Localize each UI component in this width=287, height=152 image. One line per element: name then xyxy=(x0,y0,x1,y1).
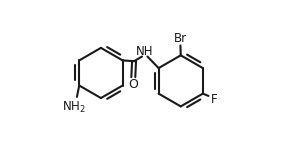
Text: O: O xyxy=(128,78,138,91)
Text: Br: Br xyxy=(173,32,187,45)
Text: NH: NH xyxy=(136,45,154,59)
Text: NH$_2$: NH$_2$ xyxy=(62,100,86,115)
Text: F: F xyxy=(211,93,218,106)
